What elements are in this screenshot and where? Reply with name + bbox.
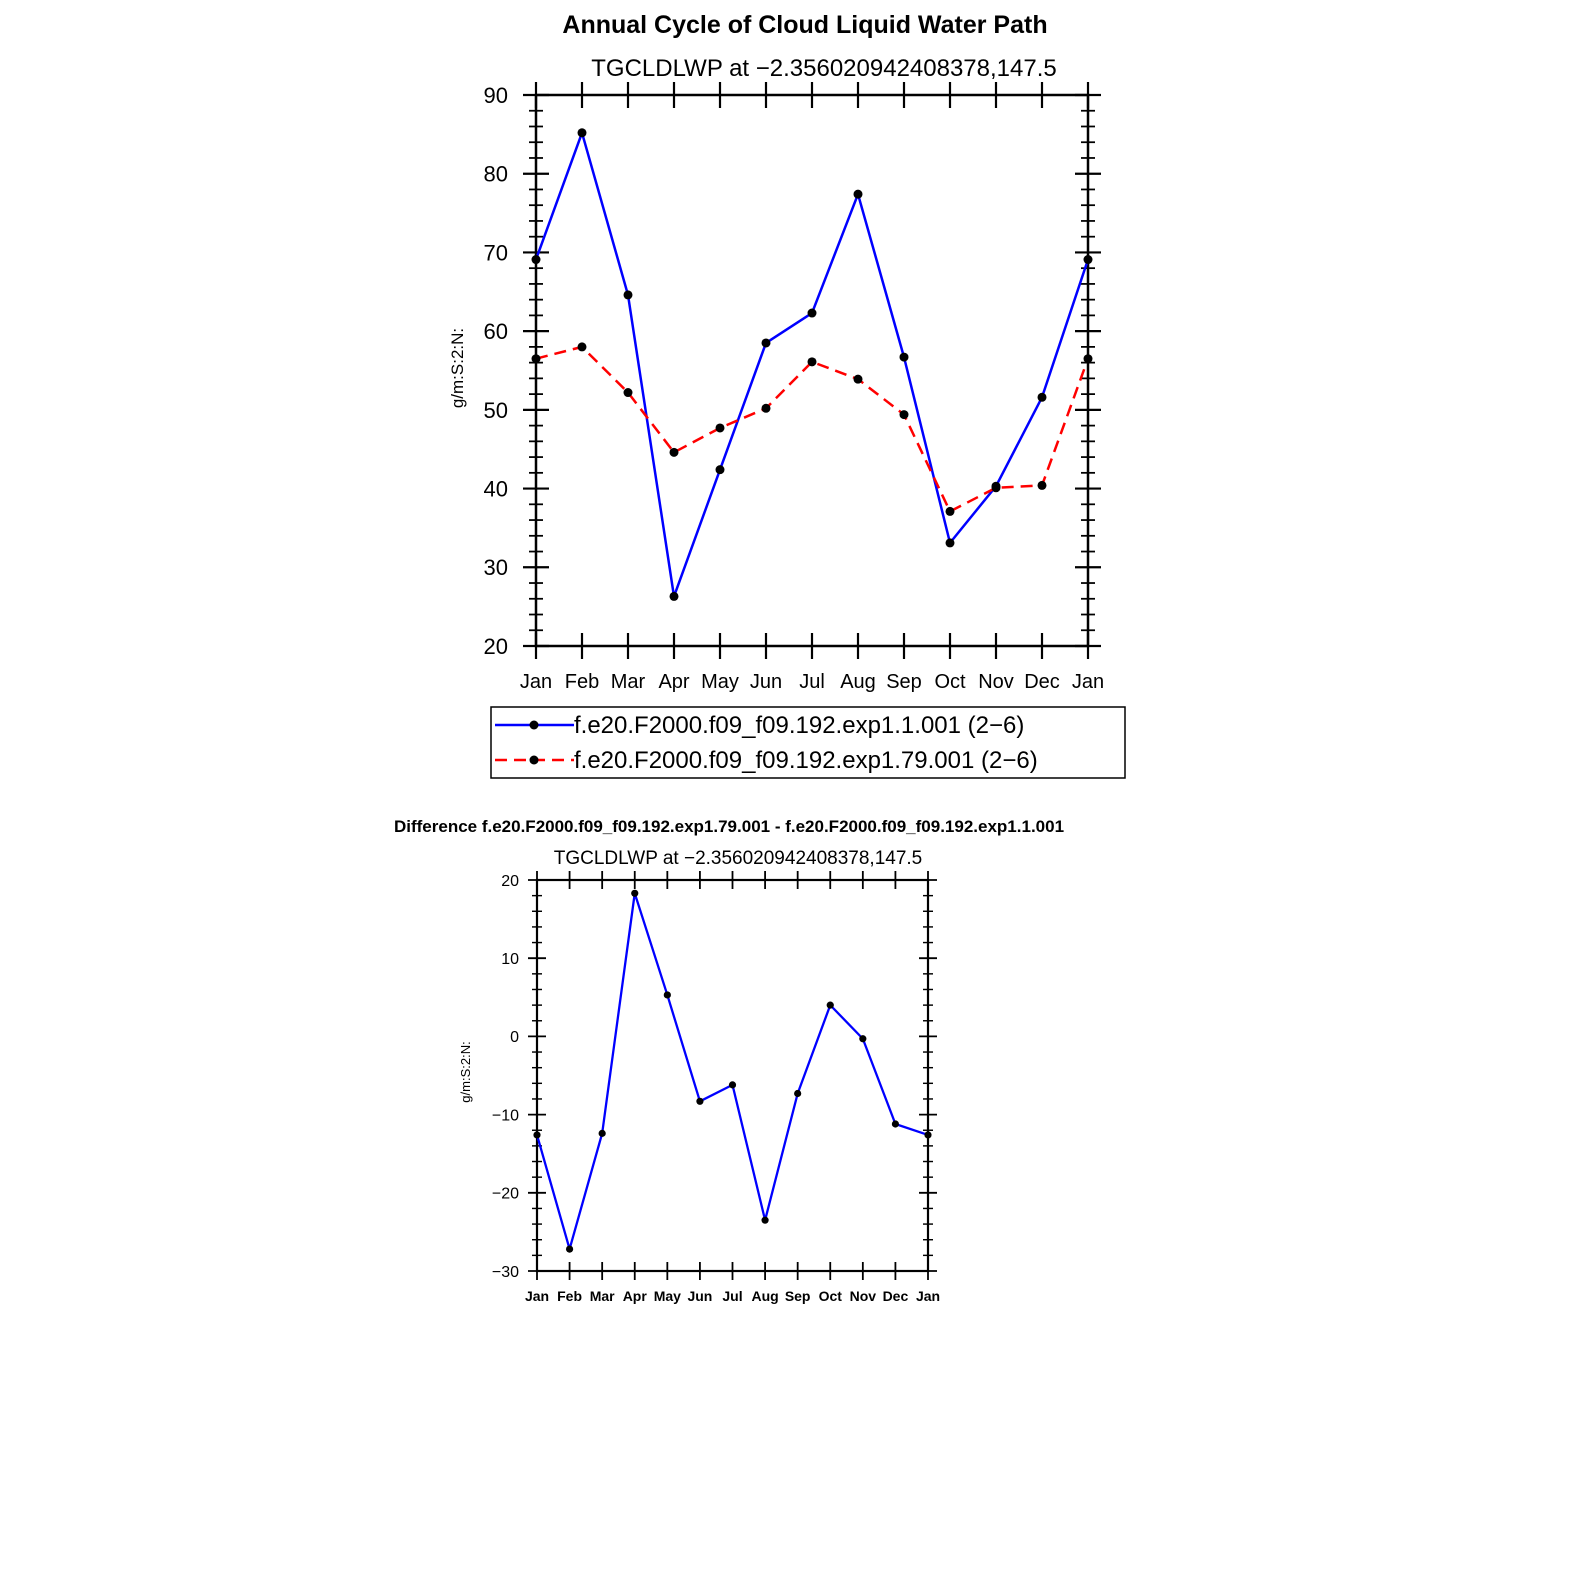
data-point-series-1 xyxy=(899,352,909,362)
data-point-series-2 xyxy=(853,374,863,384)
legend-frame xyxy=(490,706,1126,779)
chart-subtitle: TGCLDLWP at −2.356020942408378,147.5 xyxy=(591,55,1056,82)
data-point-series-2 xyxy=(1037,480,1047,490)
y-tick-label: 30 xyxy=(484,555,508,580)
data-point-series-1 xyxy=(531,255,541,265)
data-point-series-1 xyxy=(631,889,639,897)
data-point-series-1 xyxy=(924,1131,932,1139)
y-tick-label: 90 xyxy=(484,83,508,108)
data-point-series-1 xyxy=(859,1035,867,1043)
data-point-series-1 xyxy=(761,1216,769,1224)
data-point-series-1 xyxy=(533,1131,541,1139)
data-point-series-2 xyxy=(899,410,909,420)
y-tick-label: −20 xyxy=(492,1186,519,1203)
legend-label-series-2: f.e20.F2000.f09_f09.192.exp1.79.001 (2−6… xyxy=(574,747,1038,774)
top-plot-area: Jan Feb Mar Apr May Jun Jul Aug Sep Oct Nov Dec Jan 2… xyxy=(484,82,1104,693)
data-point-series-2 xyxy=(577,342,587,352)
data-point-series-1 xyxy=(669,591,679,601)
data-point-series-1 xyxy=(794,1089,802,1098)
y-tick-label: 20 xyxy=(501,873,519,890)
difference-chart-subtitle: TGCLDLWP at −2.356020942408378,147.5 xyxy=(554,848,923,869)
data-point-series-1 xyxy=(826,1001,834,1009)
data-point-series-1 xyxy=(807,308,817,318)
data-point-series-1 xyxy=(577,128,587,138)
y-tick-label: 40 xyxy=(484,476,508,501)
legend-marker-series-2 xyxy=(529,755,539,765)
x-tick-label: Aug xyxy=(751,1288,778,1304)
data-point-series-2 xyxy=(669,447,679,457)
legend-label-series-1: f.e20.F2000.f09_f09.192.exp1.1.001 (2−6) xyxy=(574,712,1024,739)
data-point-series-2 xyxy=(531,354,541,364)
y-tick-label: 50 xyxy=(484,398,508,423)
chart-legend: f.e20.F2000.f09_f09.192.exp1.1.001 (2−6)… xyxy=(490,706,1126,779)
difference-chart-title: Difference f.e20.F2000.f09_f09.192.exp1.… xyxy=(394,817,1064,836)
data-point-series-2 xyxy=(623,388,633,398)
x-tick-label: Oct xyxy=(934,671,966,693)
x-tick-label: Sep xyxy=(785,1288,811,1304)
data-point-series-1 xyxy=(715,465,725,475)
x-tick-label: Jan xyxy=(525,1288,549,1304)
x-tick-label: Mar xyxy=(611,671,646,693)
x-tick-label: Nov xyxy=(978,671,1014,693)
x-tick-label: Apr xyxy=(658,671,689,693)
difference-chart: Difference f.e20.F2000.f09_f09.192.exp1.… xyxy=(394,817,1064,1304)
chart-title: Annual Cycle of Cloud Liquid Water Path xyxy=(562,11,1047,39)
legend-marker-series-1 xyxy=(529,720,539,730)
data-point-series-1 xyxy=(1037,392,1047,402)
data-point-series-1 xyxy=(853,189,863,199)
data-point-series-1 xyxy=(696,1097,704,1105)
data-point-series-2 xyxy=(1083,354,1093,364)
x-tick-label: May xyxy=(701,671,739,693)
data-point-series-2 xyxy=(715,423,725,433)
y-tick-label: 20 xyxy=(484,634,508,659)
data-point-series-1 xyxy=(728,1081,737,1089)
y-tick-label: 10 xyxy=(501,951,519,968)
y-tick-label: 80 xyxy=(484,162,508,187)
x-tick-label: Feb xyxy=(565,671,599,693)
data-point-series-2 xyxy=(991,483,1001,493)
data-point-series-1 xyxy=(663,991,671,999)
data-point-series-2 xyxy=(945,506,955,516)
data-point-series-1 xyxy=(565,1245,574,1253)
data-point-series-2 xyxy=(807,357,817,367)
x-tick-label: Jul xyxy=(799,671,825,693)
y-tick-label: 60 xyxy=(484,319,508,344)
y-tick-label: −10 xyxy=(492,1107,519,1124)
data-point-series-1 xyxy=(761,338,771,348)
x-tick-label: Jun xyxy=(687,1288,712,1304)
annual-cycle-chart: Annual Cycle of Cloud Liquid Water Path … xyxy=(448,11,1126,779)
x-tick-label: Apr xyxy=(623,1288,648,1304)
x-tick-label: Oct xyxy=(819,1288,843,1304)
difference-y-axis-label: g/m:S:2:N: xyxy=(458,1041,473,1102)
data-point-series-1 xyxy=(891,1120,900,1128)
x-tick-label: Feb xyxy=(557,1288,582,1304)
x-tick-label: Jan xyxy=(520,671,552,693)
y-tick-label: 70 xyxy=(484,240,508,265)
x-tick-label: Jan xyxy=(916,1288,940,1304)
x-tick-label: Mar xyxy=(590,1288,615,1304)
x-tick-label: Jan xyxy=(1072,671,1104,693)
data-point-series-1 xyxy=(945,538,955,548)
data-point-series-2 xyxy=(761,403,771,413)
y-tick-label: −30 xyxy=(492,1264,519,1281)
x-tick-label: May xyxy=(654,1288,681,1304)
bottom-plot-area: Jan Feb Mar Apr May Jun Jul Aug Sep Oct Nov Dec Jan−… xyxy=(492,871,940,1304)
x-tick-label: Dec xyxy=(1024,671,1060,693)
x-tick-label: Aug xyxy=(840,671,876,693)
x-tick-label: Jun xyxy=(750,671,782,693)
y-tick-label: 0 xyxy=(510,1029,519,1046)
data-point-series-1 xyxy=(623,290,633,300)
data-point-series-1 xyxy=(1083,255,1093,265)
x-tick-label: Dec xyxy=(883,1288,909,1304)
x-tick-label: Nov xyxy=(850,1288,877,1304)
x-tick-label: Jul xyxy=(722,1288,742,1304)
x-tick-label: Sep xyxy=(886,671,922,693)
data-point-series-1 xyxy=(598,1129,606,1137)
y-axis-label: g/m:S:2:N: xyxy=(448,328,467,408)
